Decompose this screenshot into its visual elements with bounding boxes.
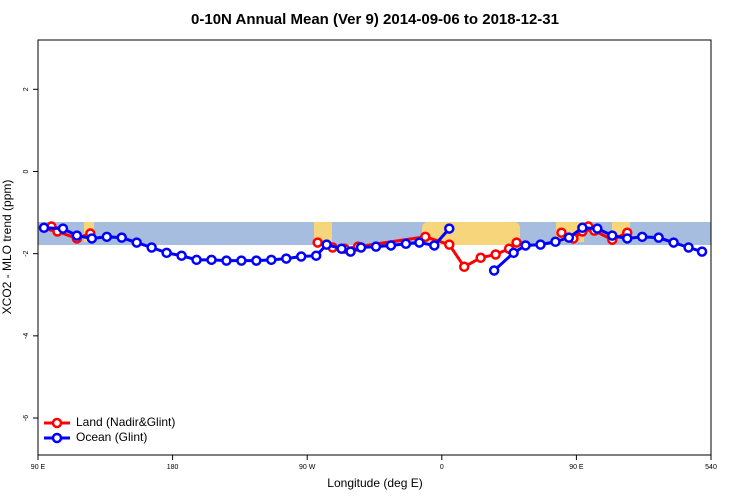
data-point bbox=[621, 233, 633, 244]
data-point bbox=[653, 232, 664, 243]
legend-marker bbox=[51, 417, 63, 429]
data-point bbox=[577, 222, 588, 234]
data-point bbox=[683, 242, 694, 253]
x-tick-label: 180 bbox=[167, 464, 179, 471]
data-point bbox=[266, 254, 277, 266]
y-tick-label: 0 bbox=[23, 169, 30, 173]
data-point bbox=[535, 239, 546, 250]
data-point bbox=[488, 265, 500, 276]
data-point bbox=[221, 255, 232, 266]
data-point bbox=[131, 237, 142, 248]
data-point bbox=[696, 246, 708, 257]
x-tick-label: 90 E bbox=[569, 464, 584, 471]
data-point bbox=[38, 222, 50, 234]
legend-label: Land (Nadir&Glint) bbox=[76, 415, 175, 429]
legend-marker bbox=[51, 432, 63, 444]
data-point bbox=[556, 227, 567, 238]
data-point bbox=[295, 251, 307, 262]
chart-title: 0-10N Annual Mean (Ver 9) 2014-09-06 to … bbox=[191, 11, 559, 28]
x-tick-label: 0 bbox=[440, 464, 444, 471]
data-point bbox=[236, 255, 247, 266]
data-point bbox=[191, 254, 202, 266]
data-point bbox=[429, 240, 440, 251]
data-point bbox=[400, 238, 412, 250]
data-point bbox=[146, 242, 157, 253]
x-axis-label: Longitude (deg E) bbox=[327, 476, 422, 490]
data-point bbox=[312, 237, 323, 248]
data-point bbox=[86, 233, 98, 244]
data-point bbox=[458, 261, 470, 273]
data-point bbox=[592, 223, 603, 234]
data-point bbox=[550, 236, 561, 247]
data-point bbox=[520, 240, 531, 251]
data-point bbox=[57, 223, 69, 234]
y-tick-label: -2 bbox=[23, 250, 30, 256]
data-point bbox=[444, 223, 455, 234]
data-point bbox=[668, 237, 679, 248]
data-point bbox=[161, 247, 172, 259]
y-tick-label: -6 bbox=[23, 415, 30, 421]
x-tick-label: 540 bbox=[705, 464, 717, 471]
data-point bbox=[370, 241, 382, 252]
data-point bbox=[321, 239, 332, 250]
plot-frame bbox=[37, 39, 712, 456]
data-point bbox=[71, 230, 83, 241]
ocean-band bbox=[38, 222, 711, 245]
legend-label: Ocean (Glint) bbox=[76, 430, 147, 444]
data-point bbox=[508, 247, 519, 259]
data-point bbox=[607, 230, 618, 241]
x-tick-label: 90 E bbox=[31, 464, 46, 471]
data-point bbox=[251, 255, 262, 266]
data-point bbox=[563, 232, 575, 243]
y-tick-label: 2 bbox=[23, 87, 30, 91]
data-point bbox=[511, 237, 522, 248]
data-point bbox=[444, 239, 455, 250]
data-point bbox=[101, 231, 113, 243]
data-point bbox=[355, 242, 367, 253]
data-point bbox=[345, 246, 356, 257]
data-point bbox=[475, 252, 486, 264]
data-point bbox=[490, 249, 501, 260]
data-point bbox=[420, 231, 431, 243]
data-point bbox=[414, 237, 425, 248]
data-point bbox=[385, 240, 397, 251]
data-point bbox=[636, 231, 648, 243]
data-point bbox=[310, 250, 322, 261]
data-point bbox=[116, 232, 128, 243]
y-axis-label: XCO2 - MLO trend (ppm) bbox=[0, 180, 14, 315]
data-point bbox=[206, 254, 217, 266]
y-tick-label: -4 bbox=[23, 333, 30, 339]
data-point bbox=[336, 243, 347, 254]
data-point bbox=[281, 253, 292, 264]
x-tick-label: 90 W bbox=[299, 464, 316, 471]
data-point bbox=[176, 250, 187, 261]
